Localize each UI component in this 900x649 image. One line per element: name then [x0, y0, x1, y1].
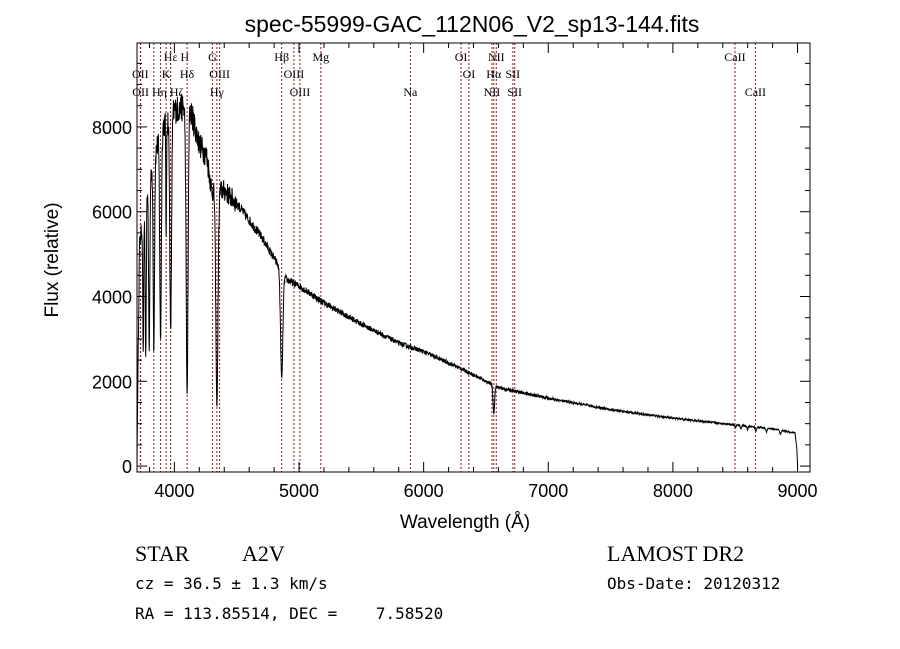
marker-label: OIII — [284, 67, 305, 81]
marker-label: Hβ — [274, 50, 289, 64]
chart-title: spec-55999-GAC_112N06_V2_sp13-144.fits — [245, 11, 700, 37]
marker-label: Hγ — [210, 85, 225, 99]
marker-label: OIII — [209, 67, 230, 81]
y-tick-label: 0 — [122, 457, 132, 477]
marker-label: K — [162, 67, 171, 81]
x-tick-label: 5000 — [279, 481, 319, 501]
marker-label: Hα — [486, 67, 502, 81]
marker-label: Na — [403, 85, 418, 99]
marker-label: H — [181, 50, 190, 64]
y-tick-label: 8000 — [92, 118, 132, 138]
marker-label: SII — [506, 67, 521, 81]
redshift-text: cz = 36.5 ± 1.3 km/s — [135, 574, 328, 593]
y-axis-label: Flux (relative) — [42, 202, 63, 317]
subclass: A2V — [242, 541, 285, 566]
x-tick-label: 7000 — [528, 481, 568, 501]
plot-frame — [136, 42, 811, 473]
marker-label: NII — [484, 85, 501, 99]
spectrum-line — [136, 93, 798, 467]
x-tick-label: 6000 — [404, 481, 444, 501]
marker-label: Mg — [313, 50, 330, 64]
marker-label: Hδ — [180, 67, 195, 81]
axis-ticks: 4000 5000 6000 7000 8000 9000 0 2000 4000 6000 800… — [92, 43, 818, 501]
marker-label: NII — [488, 50, 505, 64]
marker-label: CaII — [724, 50, 745, 64]
marker-label: OIII — [290, 85, 311, 99]
x-tick-label: 4000 — [154, 481, 194, 501]
marker-label: SII — [507, 85, 522, 99]
x-tick-label: 8000 — [653, 481, 693, 501]
marker-label: Hη — [152, 85, 167, 99]
x-tick-label: 9000 — [778, 481, 818, 501]
y-tick-label: 6000 — [92, 203, 132, 223]
marker-label: OII — [132, 67, 149, 81]
object-class: STAR — [135, 541, 190, 566]
marker-label: OI — [455, 50, 468, 64]
marker-label: CaII — [745, 85, 766, 99]
x-axis-label: Wavelength (Å) — [400, 512, 530, 533]
marker-label: OI — [463, 67, 476, 81]
y-tick-label: 2000 — [92, 372, 132, 392]
marker-label: Hζ — [170, 85, 184, 99]
coords-text: RA = 113.85514, DEC = 7.58520 — [135, 604, 443, 623]
marker-label: OII — [132, 85, 149, 99]
marker-label: G — [208, 50, 217, 64]
y-tick-label: 4000 — [92, 288, 132, 308]
obs-date: Obs-Date: 20120312 — [607, 574, 780, 593]
survey-label: LAMOST DR2 — [607, 541, 744, 566]
